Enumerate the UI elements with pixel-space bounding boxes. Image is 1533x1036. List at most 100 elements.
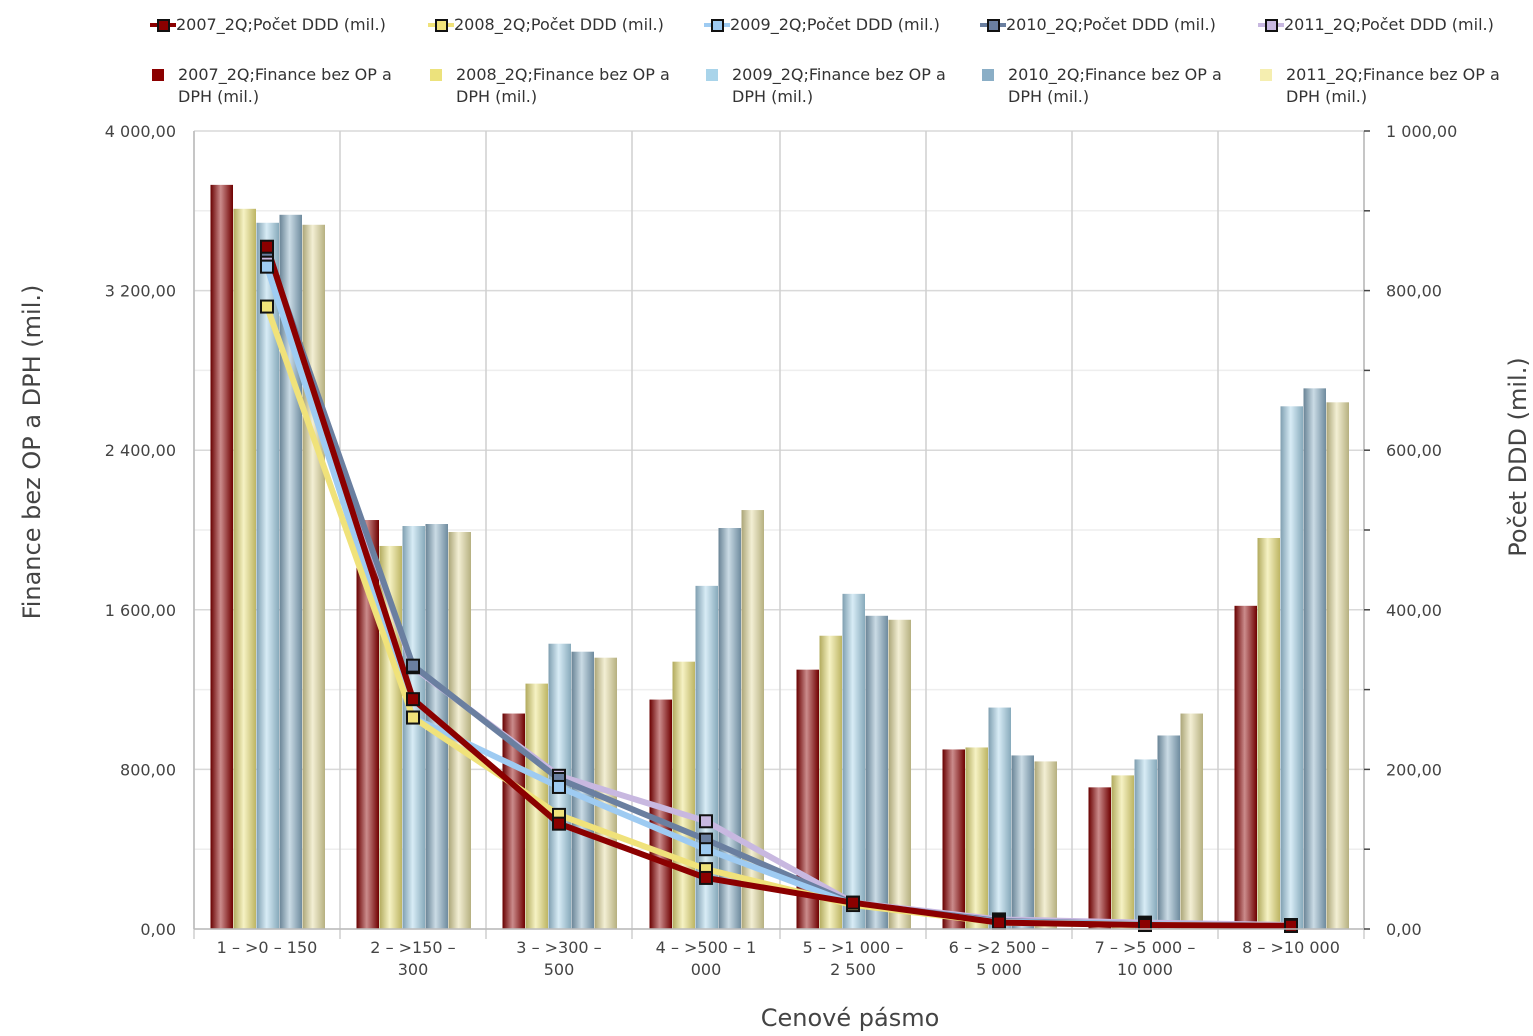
legend-item-bar-2008[interactable]: 2008_2Q;Finance bez OP a DPH (mil.) [428,64,696,108]
line-point[interactable] [1138,918,1152,933]
bar[interactable] [233,208,257,929]
x-tick-label: 7 – >5 000 – [1095,938,1196,957]
legend-label: 2007_2Q;Finance bez OP a DPH (mil.) [178,65,392,106]
line-point[interactable] [406,658,420,673]
x-tick-label: 8 – >10 000 [1242,938,1340,957]
bar[interactable] [1326,402,1350,929]
bar[interactable] [1088,787,1112,929]
y-tick-label: 1 600,00 [105,601,176,620]
line-point[interactable] [552,816,566,831]
legend-line-marker-icon [980,18,1006,32]
x-tick-label: 5 000 [976,960,1022,979]
bar[interactable] [1234,605,1258,929]
x-tick-label: 3 – >300 – [516,938,601,957]
bar[interactable] [1034,761,1058,929]
y-tick-label: 3 200,00 [105,282,176,301]
line-point[interactable] [552,779,566,794]
x-tick-label: 500 [544,960,575,979]
chart-legend: 2007_2Q;Počet DDD (mil.) 2008_2Q;Počet D… [150,14,1530,114]
line-point[interactable] [846,895,860,910]
legend-label: 2009_2Q;Finance bez OP a DPH (mil.) [732,65,946,106]
bar[interactable] [942,749,966,929]
bar[interactable] [796,669,820,929]
line-layer [260,239,1298,933]
line-point[interactable] [1284,918,1298,933]
bar[interactable] [1134,759,1158,929]
bar[interactable] [865,615,889,929]
legend-item-line-2011[interactable]: 2011_2Q;Počet DDD (mil.) [1258,14,1524,36]
x-tick-label: 300 [398,960,429,979]
x-tick-label: 5 – >1 000 – [803,938,904,957]
legend-label: 2009_2Q;Počet DDD (mil.) [730,15,940,34]
y2-tick-label: 0,00 [1386,920,1422,939]
y2-tick-label: 800,00 [1386,282,1442,301]
series-line [264,245,1292,929]
line-point[interactable] [260,299,274,314]
bar[interactable] [1111,775,1135,929]
line-point[interactable] [406,710,420,725]
line-point[interactable] [992,915,1006,930]
line-point[interactable] [699,814,713,829]
bar[interactable] [965,747,989,929]
legend-item-bar-2007[interactable]: 2007_2Q;Finance bez OP a DPH (mil.) [150,64,418,108]
legend-label: 2010_2Q;Počet DDD (mil.) [1006,15,1216,34]
legend-bar-swatch-icon [706,69,718,81]
y2-tick-label: 600,00 [1386,441,1442,460]
legend-bar-swatch-icon [430,69,442,81]
axis-layer: 0,00 800,00 1 600,00 2 400,00 3 200,00 4 000,… [105,122,1458,979]
x-tick-label: 10 000 [1117,960,1173,979]
bar[interactable] [1011,755,1035,929]
bar[interactable] [819,635,843,929]
x-tick-label: 6 – >2 500 – [949,938,1050,957]
bar[interactable] [448,531,472,929]
y2-tick-label: 400,00 [1386,601,1442,620]
legend-label: 2007_2Q;Počet DDD (mil.) [176,15,386,34]
bar[interactable] [1180,713,1204,929]
bar[interactable] [718,528,742,929]
legend-item-bar-2009[interactable]: 2009_2Q;Finance bez OP a DPH (mil.) [704,64,972,108]
legend-label: 2010_2Q;Finance bez OP a DPH (mil.) [1008,65,1222,106]
legend-line-marker-icon [1258,18,1284,32]
legend-label: 2008_2Q;Počet DDD (mil.) [454,15,664,34]
bar[interactable] [356,520,380,929]
legend-label: 2011_2Q;Finance bez OP a DPH (mil.) [1286,65,1500,106]
bar[interactable] [302,224,326,929]
y2-axis-title: Počet DDD (mil.) [1504,357,1532,556]
legend-item-bar-2011[interactable]: 2011_2Q;Finance bez OP a DPH (mil.) [1258,64,1526,108]
legend-item-line-2008[interactable]: 2008_2Q;Počet DDD (mil.) [428,14,694,36]
bar[interactable] [1280,406,1304,929]
bar[interactable] [842,593,866,929]
line-point[interactable] [260,239,274,254]
legend-item-line-2007[interactable]: 2007_2Q;Počet DDD (mil.) [150,14,416,36]
legend-bar-swatch-icon [152,69,164,81]
line-point[interactable] [406,692,420,707]
y-axis-title: Finance bez OP a DPH (mil.) [18,285,46,620]
y-tick-label: 0,00 [140,920,176,939]
bar[interactable] [1157,735,1181,929]
legend-label: 2008_2Q;Finance bez OP a DPH (mil.) [456,65,670,106]
bar[interactable] [741,510,765,929]
legend-line-marker-icon [428,18,454,32]
legend-item-line-2010[interactable]: 2010_2Q;Počet DDD (mil.) [980,14,1246,36]
bar[interactable] [1257,537,1281,929]
line-point[interactable] [260,259,274,274]
bar[interactable] [649,699,673,929]
bar[interactable] [256,222,280,929]
legend-label: 2011_2Q;Počet DDD (mil.) [1284,15,1494,34]
bar[interactable] [672,661,696,929]
bar[interactable] [888,619,912,929]
bar[interactable] [402,526,426,929]
legend-bar-swatch-icon [1260,69,1272,81]
bar[interactable] [1303,388,1327,930]
legend-item-bar-2010[interactable]: 2010_2Q;Finance bez OP a DPH (mil.) [980,64,1248,108]
y-tick-label: 2 400,00 [105,441,176,460]
y2-tick-label: 1 000,00 [1386,122,1457,141]
line-point[interactable] [699,870,713,885]
bar[interactable] [988,707,1012,929]
x-tick-label: 4 – >500 – 1 [656,938,757,957]
legend-item-line-2009[interactable]: 2009_2Q;Počet DDD (mil.) [704,14,970,36]
line-point[interactable] [699,842,713,857]
legend-bar-swatch-icon [982,69,994,81]
bar[interactable] [210,184,234,930]
